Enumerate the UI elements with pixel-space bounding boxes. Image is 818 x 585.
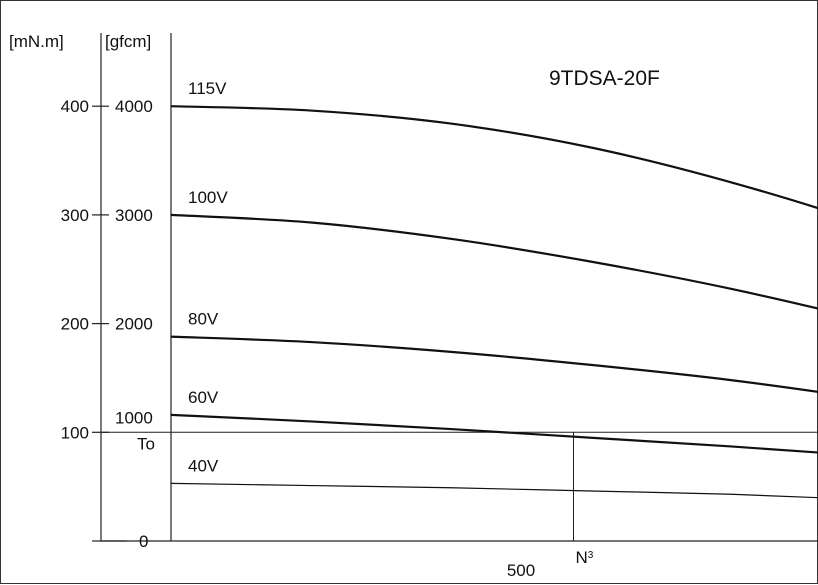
series-point-80v — [450, 351, 452, 353]
y-tick-label-zero: 0 — [139, 532, 148, 551]
series-label-60v: 60V — [188, 388, 219, 407]
x-tick-label: 500 — [507, 561, 535, 580]
series-line-40v — [170, 482, 818, 498]
series-line-80v — [170, 335, 818, 393]
y-tick-label-mnm: 400 — [61, 97, 89, 116]
y-tick-label-gfcm: 2000 — [115, 315, 153, 334]
speed-point-label: N3 — [576, 548, 594, 567]
to-label: To — [137, 434, 155, 453]
series-point-80v — [310, 341, 312, 343]
series-label-100v: 100V — [188, 188, 228, 207]
series-point-40v — [170, 482, 172, 484]
series-line-115v — [170, 105, 818, 210]
speed-point-subscript: 3 — [588, 550, 594, 561]
y-tick-label-mnm: 200 — [61, 315, 89, 334]
series-point-100v — [310, 221, 312, 224]
y-tick-label-mnm: 300 — [61, 206, 89, 225]
series-label-40v: 40V — [188, 456, 219, 475]
series-point-60v — [730, 445, 732, 448]
series-point-80v — [170, 336, 172, 338]
series-point-60v — [170, 414, 172, 416]
series-layer: 115V 100V 80V 60V 40V — [170, 79, 818, 498]
series-point-115v — [170, 105, 172, 107]
series-point-100v — [170, 214, 172, 216]
chart-title: 9TDSA-20F — [549, 67, 660, 90]
y-unit-mnm: [mN.m] — [9, 32, 64, 51]
series-point-100v — [590, 261, 592, 263]
series-point-60v — [310, 420, 312, 423]
series-point-115v — [730, 181, 732, 183]
y-tick-label-gfcm: 3000 — [115, 206, 153, 225]
series-point-40v — [450, 487, 452, 489]
series-point-40v — [310, 484, 312, 487]
series-point-40v — [590, 490, 592, 492]
tick-layer: 0100200300400100020003000400050010001500 — [61, 97, 536, 580]
series-point-115v — [310, 109, 312, 112]
series-point-80v — [590, 364, 592, 366]
y-unit-gfcm: [gfcm] — [105, 32, 151, 51]
series-point-100v — [730, 288, 732, 290]
y-tick-label-gfcm: 1000 — [115, 408, 153, 427]
series-label-80v: 80V — [188, 310, 219, 329]
series-point-40v — [730, 493, 732, 495]
series-point-100v — [450, 238, 452, 240]
reference-layer: ToN3N2N1 — [101, 431, 818, 567]
series-point-60v — [590, 437, 592, 439]
series-point-115v — [450, 122, 452, 125]
series-line-60v — [170, 413, 818, 454]
y-tick-label-mnm: 100 — [61, 423, 89, 442]
series-point-115v — [590, 146, 592, 149]
series-point-60v — [450, 428, 452, 430]
series-point-80v — [730, 379, 732, 381]
series-label-115v: 115V — [188, 79, 227, 98]
y-tick-label-gfcm: 4000 — [115, 97, 153, 116]
